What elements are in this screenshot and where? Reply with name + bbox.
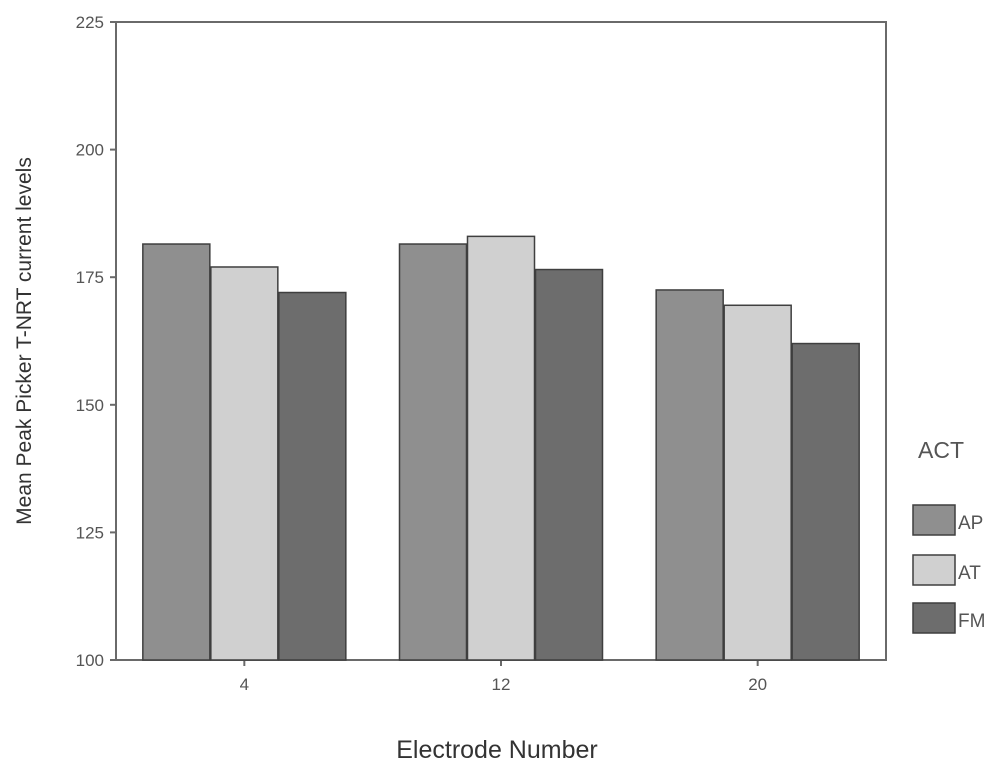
y-tick-label: 150 [76,396,104,415]
y-tick-label: 200 [76,141,104,160]
legend: ACT AP AT FM [912,437,985,634]
bars-group [142,235,860,661]
y-axis: 100 125 150 175 200 225 [76,13,116,670]
bar-at-4 [210,266,279,661]
x-axis-title: Electrode Number [396,736,597,764]
y-axis-title: Mean Peak Picker T-NRT current levels [13,157,36,525]
bar-fm-4 [278,291,347,661]
x-axis: 4 12 20 [240,660,767,694]
bar-ap-12 [398,243,468,661]
y-tick-label: 175 [76,268,104,287]
legend-swatch-at [912,554,956,586]
legend-label-at: AT [958,563,981,584]
legend-label-ap: AP [958,513,983,534]
legend-swatch-fm [912,602,956,634]
y-tick-label: 225 [76,13,104,32]
x-tick-label: 20 [748,675,767,694]
bar-ap-4 [142,243,211,661]
bar-fm-20 [791,342,860,661]
legend-label-fm: FM [958,611,985,632]
x-tick-label: 4 [240,675,249,694]
y-tick-label: 100 [76,651,104,670]
bar-at-12 [466,235,536,661]
legend-swatch-ap [912,504,956,536]
bar-ap-20 [655,289,724,661]
x-tick-label: 12 [492,675,511,694]
bar-fm-12 [534,268,604,661]
legend-title: ACT [918,437,964,463]
bar-at-20 [723,304,792,661]
y-tick-label: 125 [76,523,104,542]
